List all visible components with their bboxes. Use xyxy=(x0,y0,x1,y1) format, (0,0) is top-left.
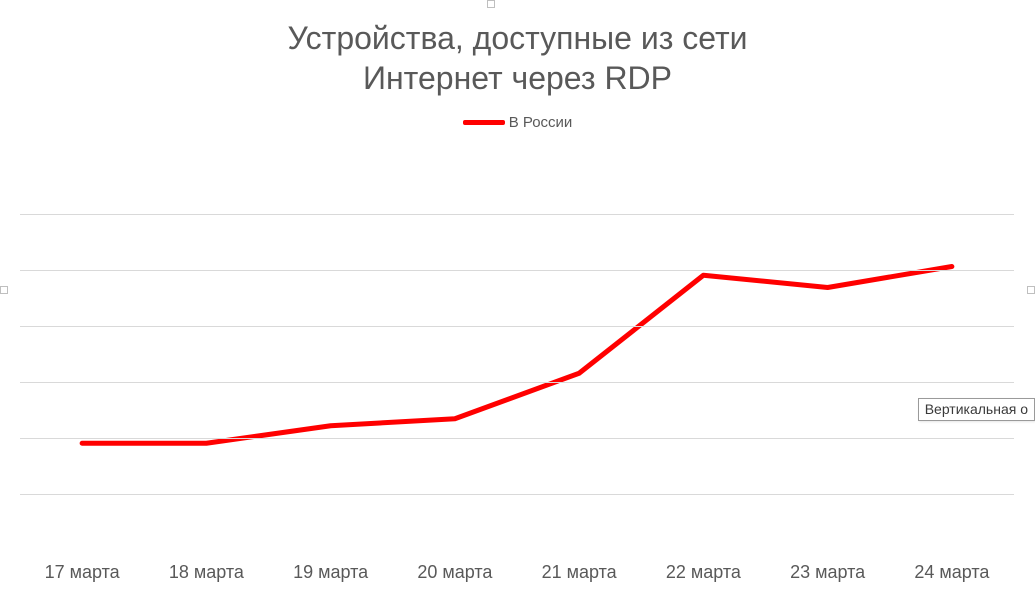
legend-item-russia[interactable]: В России xyxy=(463,114,573,131)
x-axis-label: 18 марта xyxy=(144,562,268,583)
x-axis-label: 22 марта xyxy=(641,562,765,583)
legend-label: В России xyxy=(509,114,573,131)
x-axis-label: 21 марта xyxy=(517,562,641,583)
gridline xyxy=(20,214,1014,215)
selection-handle[interactable] xyxy=(1027,286,1035,294)
legend-swatch xyxy=(463,120,505,125)
chart-title: Устройства, доступные из сети Интернет ч… xyxy=(0,0,1035,98)
x-axis-label: 23 марта xyxy=(766,562,890,583)
x-axis-label: 19 марта xyxy=(269,562,393,583)
gridline xyxy=(20,494,1014,495)
chart-container: Устройства, доступные из сети Интернет ч… xyxy=(0,0,1035,601)
gridline xyxy=(20,382,1014,383)
series-line-russia[interactable] xyxy=(82,267,952,444)
x-axis-label: 17 марта xyxy=(20,562,144,583)
selection-handle[interactable] xyxy=(487,0,495,8)
chart-legend: В России xyxy=(0,112,1035,131)
x-axis-label: 24 марта xyxy=(890,562,1014,583)
gridline xyxy=(20,438,1014,439)
gridline xyxy=(20,270,1014,271)
line-chart-svg xyxy=(20,200,1014,550)
chart-title-line2: Интернет через RDP xyxy=(0,58,1035,98)
axis-tooltip-text: Вертикальная о xyxy=(925,401,1028,417)
axis-tooltip: Вертикальная о xyxy=(918,398,1035,421)
x-axis-labels: 17 марта18 марта19 марта20 марта21 марта… xyxy=(20,562,1014,583)
chart-title-line1: Устройства, доступные из сети xyxy=(0,18,1035,58)
plot-area[interactable]: 17 марта18 марта19 марта20 марта21 марта… xyxy=(20,200,1014,550)
selection-handle[interactable] xyxy=(0,286,8,294)
x-axis-label: 20 марта xyxy=(393,562,517,583)
gridline xyxy=(20,326,1014,327)
